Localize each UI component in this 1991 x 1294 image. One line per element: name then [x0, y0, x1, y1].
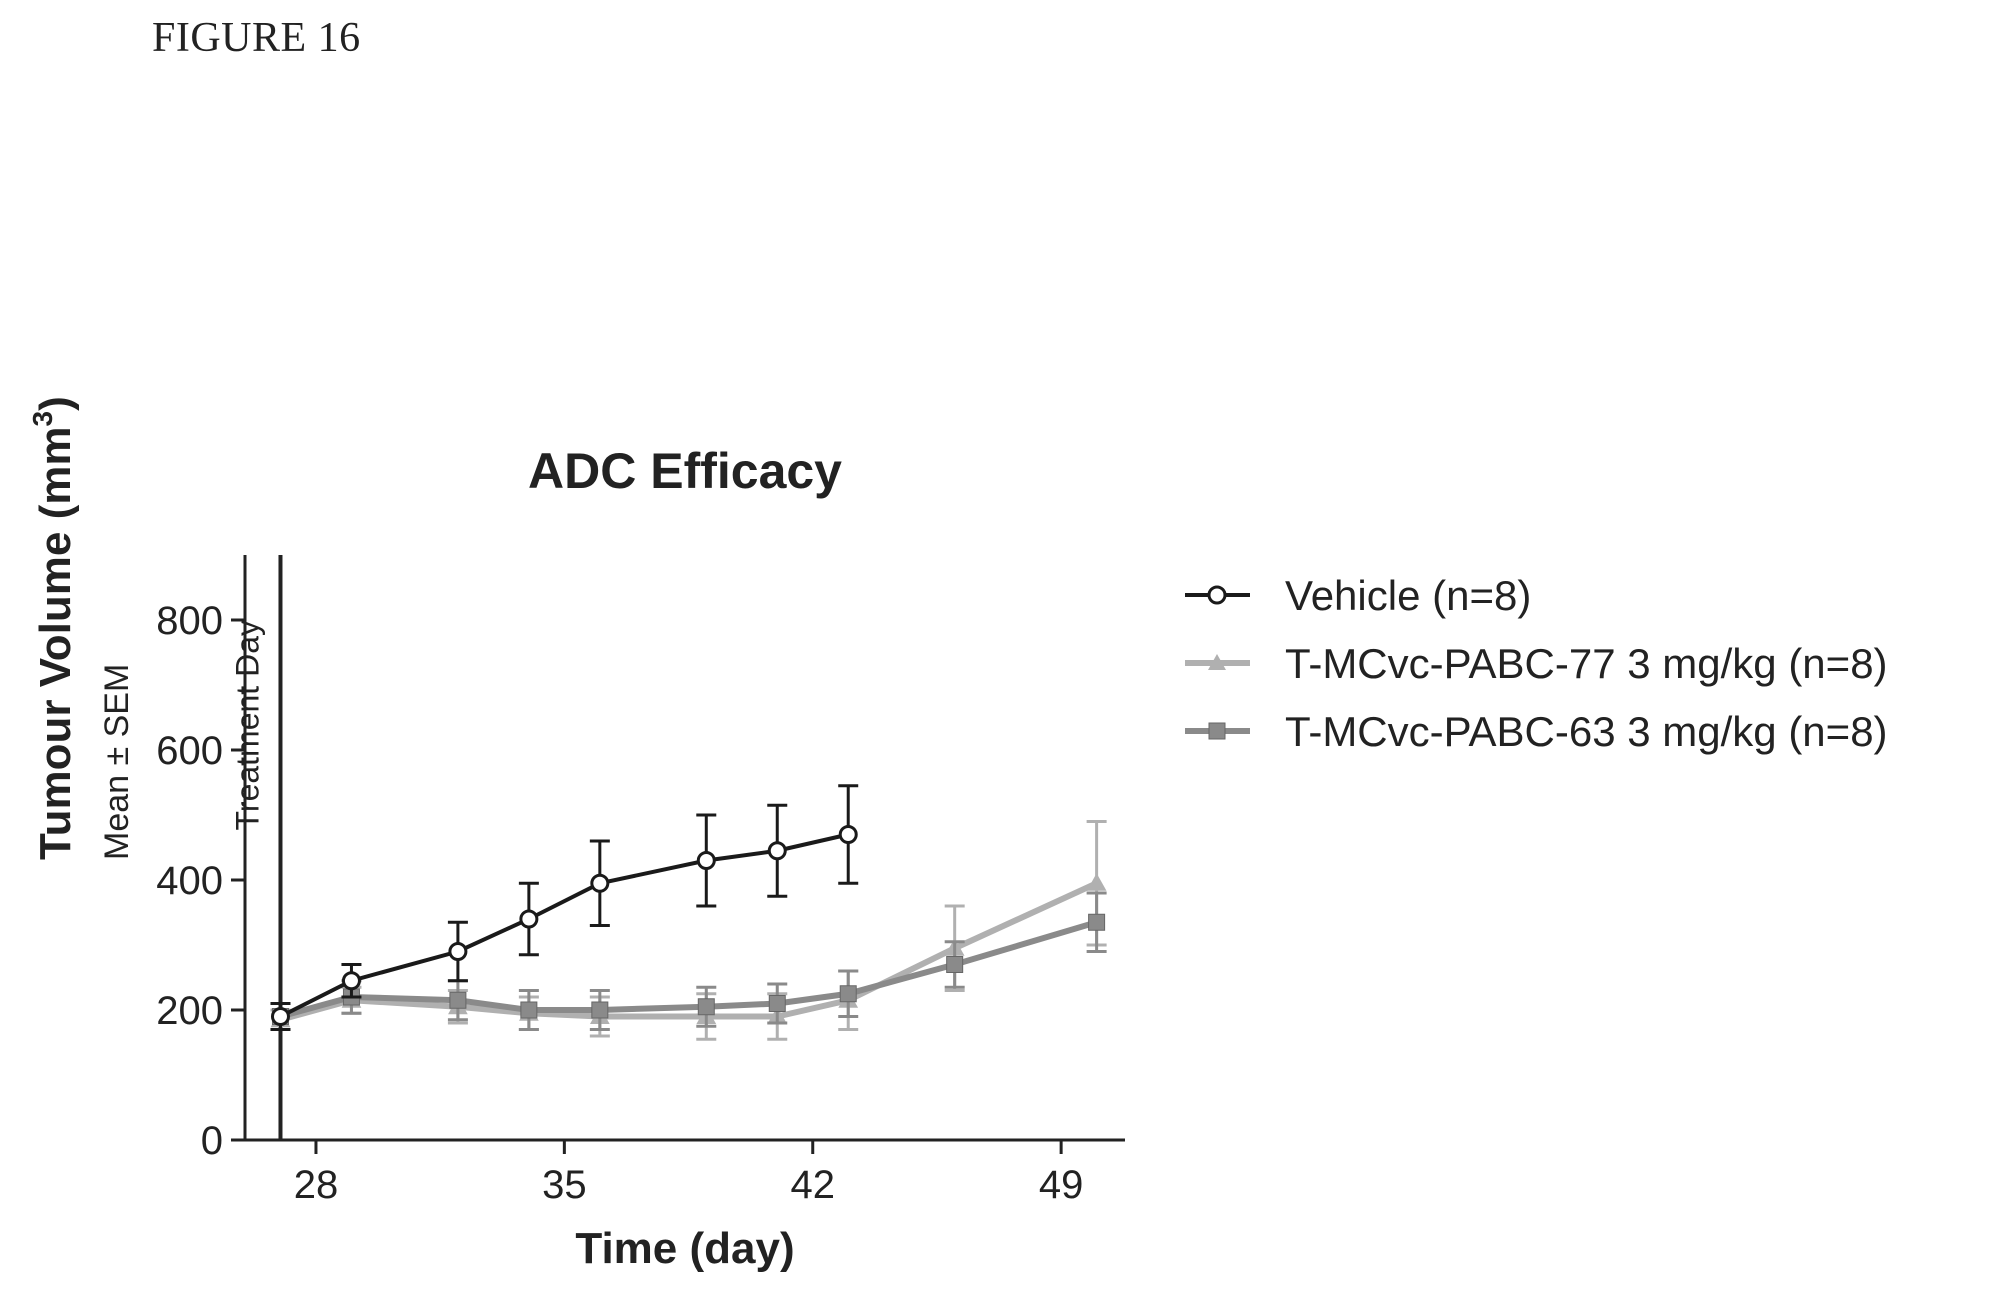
y-axis-title-sup: 3 [27, 411, 58, 427]
y-tick-label: 200 [156, 989, 223, 1033]
plot-area: 0 200 400 600 800 28 35 42 49 Treatment Day [156, 555, 1125, 1207]
x-tick-label: 28 [294, 1163, 339, 1207]
y-tick-label: 0 [201, 1119, 223, 1163]
data-point [696, 851, 716, 870]
y-axis-title-main: Tumour Volume (mm [31, 427, 80, 861]
legend: Vehicle (n=8) T-MCvc-PABC-77 3 mg/kg (n=8… [1185, 572, 1888, 755]
series-line [279, 832, 849, 1019]
legend-marker [1208, 654, 1226, 670]
series-1 [270, 784, 859, 1031]
x-tick-label: 49 [1039, 1163, 1084, 1207]
legend-marker [1208, 722, 1226, 740]
y-axis-title: Tumour Volume (mm3) [27, 396, 80, 860]
data-point [449, 991, 467, 1009]
y-tick-label: 400 [156, 859, 223, 903]
treatment-day-label: Treatment Day [229, 620, 265, 830]
y-axis-title-close: ) [31, 396, 80, 411]
data-point [768, 995, 786, 1012]
data-point [767, 841, 787, 861]
data-point [520, 1001, 538, 1019]
y-axis-titles: Tumour Volume (mm3) Mean ± SEM [27, 396, 136, 860]
x-tick-label: 42 [790, 1163, 835, 1207]
legend-label: Vehicle (n=8) [1285, 572, 1531, 619]
data-point [1088, 913, 1106, 931]
figure-label: FIGURE 16 [152, 15, 361, 61]
legend-label: T-MCvc-PABC-77 3 mg/kg (n=8) [1285, 640, 1888, 687]
data-point [839, 985, 857, 1003]
data-point [697, 998, 715, 1016]
data-point [270, 1007, 290, 1026]
chart-title: ADC Efficacy [528, 443, 842, 499]
series-line [279, 919, 1098, 1020]
data-point [448, 942, 468, 961]
series-line [279, 880, 1098, 1023]
data-point [341, 971, 361, 991]
series-3 [270, 891, 1107, 1031]
data-point [591, 1001, 609, 1019]
data-point [590, 873, 610, 893]
x-axis-title: Time (day) [575, 1224, 794, 1273]
data-point [1086, 873, 1107, 891]
data-point [519, 909, 539, 929]
legend-marker [1207, 585, 1227, 605]
y-tick-label: 600 [156, 729, 223, 773]
data-point [838, 825, 858, 844]
y-tick-label: 800 [156, 599, 223, 643]
x-tick-label: 35 [542, 1163, 587, 1207]
legend-label: T-MCvc-PABC-63 3 mg/kg (n=8) [1285, 708, 1888, 755]
y-axis-subtitle: Mean ± SEM [98, 664, 136, 860]
data-point [946, 956, 964, 973]
